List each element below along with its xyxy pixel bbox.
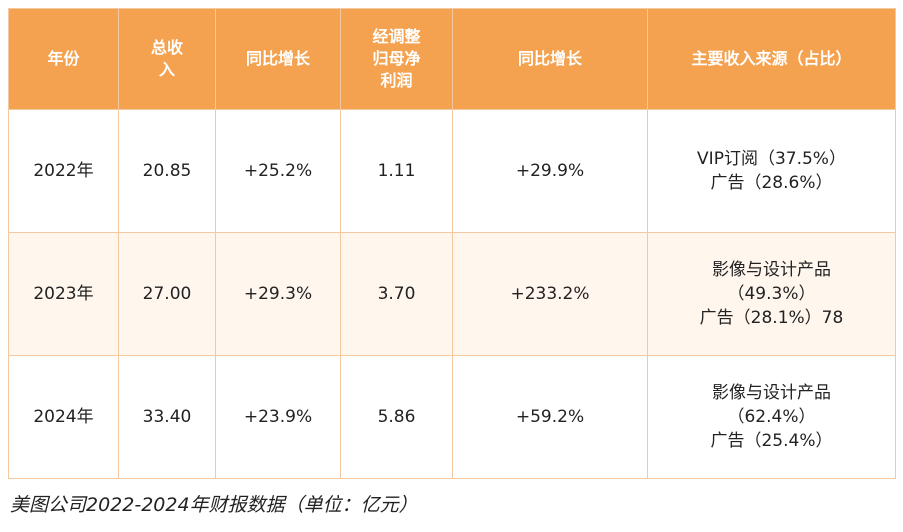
source-line: VIP订阅（37.5%） [697,149,846,169]
cell-year: 2024年 [8,355,119,479]
source-line: 广告（28.1%）78 [699,308,844,328]
header-revenue-sources: 主要收入来源（占比） [647,8,896,110]
cell-net-profit: 3.70 [340,232,453,356]
table-row: 2023年 27.00 +29.3% 3.70 +233.2% 影像与设计产品 … [8,232,896,356]
header-profit-growth: 同比增长 [452,8,648,110]
source-line: 广告（25.4%） [710,431,833,451]
cell-year: 2023年 [8,232,119,356]
table-row: 2022年 20.85 +25.2% 1.11 +29.9% VIP订阅（37.… [8,109,896,233]
cell-net-profit: 1.11 [340,109,453,233]
source-line: 影像与设计产品 [712,383,831,403]
cell-revenue-sources: VIP订阅（37.5%） 广告（28.6%） [647,109,896,233]
header-revenue: 总收 入 [118,8,216,110]
financial-table: 年份 总收 入 同比增长 经调整 归母净 利润 同比增长 主 [8,8,896,479]
header-line: 利润 [380,71,413,90]
source-line: （62.4%） [727,407,816,427]
header-line: 总收 [150,38,183,57]
table-header-row: 年份 总收 入 同比增长 经调整 归母净 利润 同比增长 主 [8,8,896,110]
header-line: 主要收入来源（占比） [691,49,852,68]
header-line: 年份 [47,49,80,68]
cell-revenue: 20.85 [118,109,216,233]
header-line: 入 [158,60,175,79]
header-line: 归母净 [372,49,421,68]
cell-profit-growth: +59.2% [452,355,648,479]
table-row: 2024年 33.40 +23.9% 5.86 +59.2% 影像与设计产品 （… [8,355,896,479]
cell-profit-growth: +29.9% [452,109,648,233]
header-adjusted-net-profit: 经调整 归母净 利润 [340,8,453,110]
cell-revenue: 27.00 [118,232,216,356]
header-year: 年份 [8,8,119,110]
header-line: 经调整 [372,27,421,46]
source-line: 影像与设计产品 [712,260,831,280]
financial-table-container: 年份 总收 入 同比增长 经调整 归母净 利润 同比增长 主 [8,8,896,480]
source-line: （49.3%） [727,284,816,304]
table-caption: 美图公司2022-2024年财报数据（单位：亿元） [10,494,418,516]
cell-revenue-sources: 影像与设计产品 （49.3%） 广告（28.1%）78 [647,232,896,356]
cell-profit-growth: +233.2% [452,232,648,356]
header-revenue-growth: 同比增长 [215,8,341,110]
cell-net-profit: 5.86 [340,355,453,479]
cell-revenue-growth: +25.2% [215,109,341,233]
source-line: 广告（28.6%） [710,173,833,193]
header-line: 同比增长 [245,49,310,68]
cell-revenue-growth: +23.9% [215,355,341,479]
cell-year: 2022年 [8,109,119,233]
cell-revenue: 33.40 [118,355,216,479]
header-line: 同比增长 [517,49,582,68]
cell-revenue-growth: +29.3% [215,232,341,356]
cell-revenue-sources: 影像与设计产品 （62.4%） 广告（25.4%） [647,355,896,479]
